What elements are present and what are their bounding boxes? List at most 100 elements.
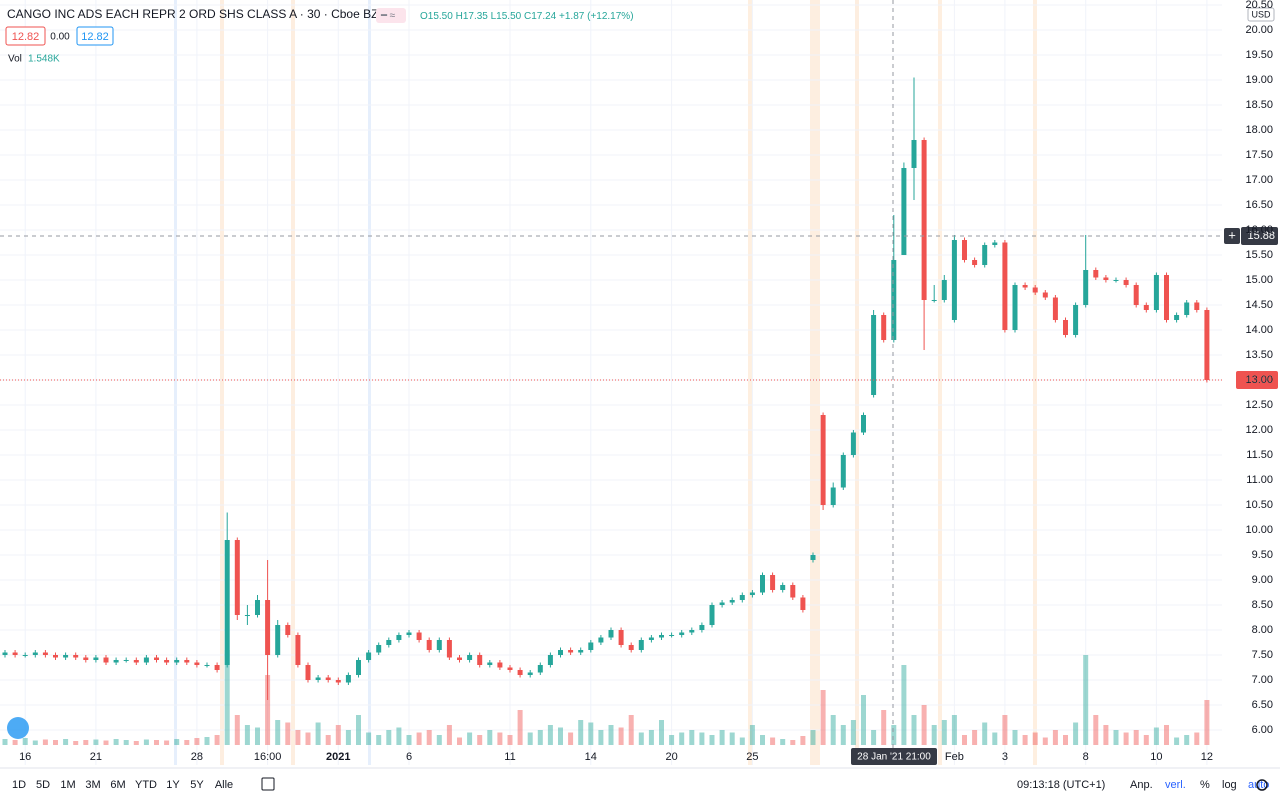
volume-bar — [558, 727, 563, 745]
candle-body — [214, 665, 220, 670]
calendar-icon[interactable] — [261, 777, 275, 791]
range-button[interactable]: 5D — [36, 779, 50, 791]
scale-option[interactable]: verl. — [1165, 779, 1186, 791]
volume-bar — [103, 740, 109, 745]
candle-body — [901, 168, 907, 255]
volume-bar — [941, 720, 947, 745]
volume-bar — [1002, 715, 1008, 745]
volume-bar — [972, 730, 978, 745]
candle-body — [164, 660, 170, 663]
volume-bar — [709, 735, 715, 745]
candle-body — [194, 662, 200, 665]
candle-body — [255, 600, 260, 615]
volume-bar — [204, 737, 210, 745]
volume-bar — [699, 732, 705, 745]
volume-bar — [517, 710, 523, 745]
x-tick-label: 20 — [665, 751, 677, 763]
candle-body — [719, 602, 725, 605]
volume-bar — [850, 720, 856, 745]
settings-icon[interactable] — [1256, 779, 1268, 791]
y-tick-label: 14.00 — [1245, 324, 1273, 336]
range-button[interactable]: 1D — [12, 779, 26, 791]
volume-bar — [800, 736, 806, 745]
last-price-box — [1236, 371, 1278, 389]
scale-option[interactable]: auto — [1248, 779, 1269, 791]
volume-bar — [568, 732, 574, 745]
crosshair-price-box — [1241, 227, 1278, 245]
range-button[interactable]: 1Y — [166, 779, 180, 791]
candle-body — [244, 615, 250, 616]
session-break — [855, 0, 859, 765]
y-tick-label: 20.50 — [1245, 0, 1273, 11]
candle-body — [426, 640, 432, 650]
candle-body — [1022, 285, 1028, 288]
volume-bar — [891, 725, 897, 745]
legend-icons[interactable] — [376, 8, 406, 23]
volume-bar — [194, 738, 200, 745]
range-button[interactable]: 6M — [110, 779, 125, 791]
volume-bar — [1174, 737, 1180, 745]
candle-body — [12, 652, 18, 655]
x-tick-label: 25 — [746, 751, 758, 763]
volume-bar — [962, 735, 967, 745]
candle-body — [689, 630, 695, 633]
volume-bar — [93, 739, 99, 745]
candle-body — [679, 632, 685, 635]
volume-bar — [295, 730, 301, 745]
scale-option[interactable]: % — [1200, 779, 1210, 791]
legend-close: C17.24 — [524, 11, 557, 22]
candle-body — [1153, 275, 1159, 310]
candle-body — [780, 585, 786, 590]
volume-bar — [1164, 725, 1169, 745]
candle-body — [1103, 277, 1109, 280]
candle-body — [628, 645, 634, 650]
range-button[interactable]: Alle — [215, 779, 233, 791]
range-button[interactable]: 3M — [85, 779, 100, 791]
scale-option[interactable]: Anp. — [1130, 779, 1153, 791]
candle-body — [416, 632, 422, 640]
crosshair-plus — [1224, 228, 1240, 244]
candle-body — [1164, 275, 1169, 320]
candle-body — [962, 240, 967, 260]
volume-bar — [123, 740, 129, 745]
symbol-title: CANGO INC ADS EACH REPR 2 ORD SHS CLASS … — [7, 7, 386, 21]
crosshair-time-box — [851, 748, 937, 765]
indicator-box — [76, 26, 114, 46]
volume-label: Vol — [8, 54, 22, 65]
session-break — [368, 0, 371, 765]
session-break — [1033, 0, 1037, 765]
range-button[interactable]: YTD — [135, 779, 157, 791]
volume-bar — [255, 727, 260, 745]
volume-bar — [396, 727, 402, 745]
toolbar: 1D 5D 1M 3M 6M YTD 1Y 5Y Alle 09:13:18 (UTC+1) Anp… — [12, 779, 1269, 791]
last-price-label: 13.00 — [1245, 374, 1273, 386]
candle-body — [739, 595, 745, 600]
candle-body — [224, 540, 230, 665]
icon: ━ ≈ — [380, 11, 396, 22]
logo[interactable] — [7, 717, 29, 739]
candle-body — [113, 660, 119, 663]
candle-body — [982, 245, 988, 265]
volume-bar — [760, 735, 765, 745]
candle-body — [154, 657, 159, 660]
volume-bar — [992, 732, 998, 745]
volume-bar — [143, 739, 149, 745]
range-button[interactable]: 1M — [60, 779, 75, 791]
range-button[interactable]: 5Y — [190, 779, 204, 791]
header: CANGO INC ADS EACH REPR 2 ORD SHS CLASS … — [5, 7, 1275, 65]
scale-option[interactable]: log — [1222, 779, 1237, 791]
volume-bar — [184, 740, 190, 745]
y-tick-label: 16.00 — [1245, 224, 1273, 236]
y-tick-label: 10.00 — [1245, 524, 1273, 536]
y-tick-label: 12.50 — [1245, 399, 1273, 411]
volume-bar — [830, 715, 836, 745]
candle-body — [891, 260, 897, 340]
y-tick-label: 15.50 — [1245, 249, 1273, 261]
crosshair-plus-icon: + — [1228, 227, 1236, 242]
volume-bar — [840, 725, 846, 745]
y-tick-label: 7.00 — [1252, 674, 1273, 686]
volume-bar — [285, 722, 291, 745]
volume-bar — [446, 725, 452, 745]
candle-body — [305, 665, 311, 680]
